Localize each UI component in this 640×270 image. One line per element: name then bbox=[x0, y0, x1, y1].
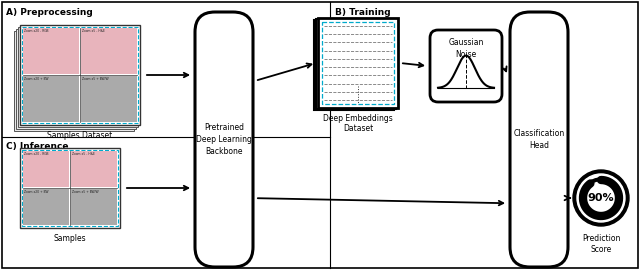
Circle shape bbox=[577, 174, 625, 222]
Text: Gaussian
Noise: Gaussian Noise bbox=[448, 38, 484, 59]
Text: Zoom x20 - RGB: Zoom x20 - RGB bbox=[24, 29, 49, 33]
Text: Samples: Samples bbox=[54, 234, 86, 243]
Text: B) Training: B) Training bbox=[335, 8, 390, 17]
Text: C) Inference: C) Inference bbox=[6, 142, 68, 151]
Text: Samples Dataset: Samples Dataset bbox=[47, 131, 113, 140]
Text: Zoom x5 - H&E: Zoom x5 - H&E bbox=[72, 152, 95, 156]
Bar bbox=[81, 28, 137, 74]
Bar bbox=[71, 189, 117, 225]
Bar bbox=[16, 29, 136, 129]
Text: Pretrained
Deep Learning
Backbone: Pretrained Deep Learning Backbone bbox=[196, 123, 252, 157]
Text: Zoom x5 - H&E: Zoom x5 - H&E bbox=[82, 29, 105, 33]
Text: Zoom x20 + BW: Zoom x20 + BW bbox=[24, 190, 49, 194]
Bar bbox=[322, 22, 394, 104]
Bar bbox=[314, 20, 394, 110]
Bar bbox=[14, 31, 134, 131]
Text: Zoom x20 + BW: Zoom x20 + BW bbox=[24, 77, 49, 81]
Bar bbox=[318, 18, 398, 108]
Bar bbox=[81, 76, 137, 122]
Bar bbox=[23, 76, 79, 122]
Text: Deep Embeddings
Dataset: Deep Embeddings Dataset bbox=[323, 114, 393, 133]
Text: Zoom x5 + BW/W: Zoom x5 + BW/W bbox=[82, 77, 109, 81]
Bar bbox=[23, 28, 79, 74]
FancyBboxPatch shape bbox=[510, 12, 568, 267]
Text: A) Preprocessing: A) Preprocessing bbox=[6, 8, 93, 17]
Bar bbox=[71, 151, 117, 187]
Bar bbox=[316, 19, 396, 109]
Text: Zoom x20 - RGB: Zoom x20 - RGB bbox=[24, 152, 49, 156]
Bar bbox=[20, 148, 120, 228]
Circle shape bbox=[573, 170, 629, 226]
Bar bbox=[23, 189, 69, 225]
Bar bbox=[20, 25, 140, 125]
Text: Classification
Head: Classification Head bbox=[513, 129, 564, 150]
Bar bbox=[22, 27, 138, 123]
Circle shape bbox=[581, 178, 621, 218]
FancyBboxPatch shape bbox=[430, 30, 502, 102]
Circle shape bbox=[585, 182, 617, 214]
Bar bbox=[18, 27, 138, 127]
FancyBboxPatch shape bbox=[195, 12, 253, 267]
Text: Prediction
Score: Prediction Score bbox=[582, 234, 620, 254]
Bar bbox=[23, 151, 69, 187]
Text: Zoom x5 + BW/W: Zoom x5 + BW/W bbox=[72, 190, 99, 194]
Bar bbox=[22, 150, 118, 226]
Text: 90%: 90% bbox=[588, 193, 614, 203]
